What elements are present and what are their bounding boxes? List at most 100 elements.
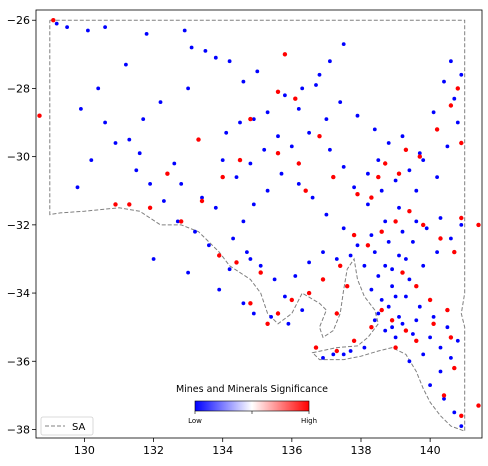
data-point xyxy=(265,321,270,326)
data-point xyxy=(400,321,405,326)
data-point xyxy=(127,202,132,207)
data-point xyxy=(366,171,370,176)
data-point xyxy=(162,199,166,203)
data-point xyxy=(248,161,253,166)
data-point xyxy=(431,110,436,115)
data-point xyxy=(393,335,398,340)
data-point xyxy=(459,72,464,77)
data-point xyxy=(328,147,332,152)
data-point xyxy=(438,369,443,374)
data-point xyxy=(348,253,353,258)
data-point xyxy=(213,55,218,60)
data-point xyxy=(144,32,149,36)
data-point xyxy=(376,311,381,316)
data-point xyxy=(390,284,394,289)
data-point xyxy=(275,311,281,316)
data-point xyxy=(258,270,263,275)
data-point xyxy=(251,311,256,316)
data-point xyxy=(445,307,450,313)
data-point xyxy=(386,240,391,244)
colorbar-gradient xyxy=(194,400,310,412)
data-point xyxy=(134,168,139,173)
colorbar-high-label: High xyxy=(301,417,317,425)
data-point xyxy=(449,236,453,241)
data-point xyxy=(403,328,409,333)
data-point xyxy=(151,257,156,261)
data-point xyxy=(476,403,481,408)
data-point xyxy=(431,321,436,326)
data-point xyxy=(397,253,401,258)
legend-label: SA xyxy=(72,422,86,433)
data-point xyxy=(293,96,298,101)
data-point xyxy=(404,294,408,299)
data-point xyxy=(147,205,153,210)
data-point xyxy=(455,338,460,343)
data-point xyxy=(286,321,291,326)
data-point xyxy=(352,185,356,190)
data-point xyxy=(248,301,253,306)
data-point xyxy=(400,270,405,275)
data-point xyxy=(182,28,187,33)
data-point xyxy=(300,308,305,312)
data-point xyxy=(203,49,208,53)
data-point xyxy=(296,107,301,111)
y-tick-label: −38 xyxy=(7,423,30,436)
data-point xyxy=(328,59,332,64)
data-point xyxy=(317,134,322,139)
data-point xyxy=(421,222,426,228)
data-point xyxy=(279,171,284,176)
data-point xyxy=(321,356,325,360)
data-point xyxy=(341,226,346,231)
data-point xyxy=(282,52,288,57)
data-point xyxy=(379,188,384,193)
data-point xyxy=(369,287,374,292)
data-point xyxy=(127,137,132,142)
data-point xyxy=(455,120,460,125)
data-point xyxy=(213,205,218,210)
data-point xyxy=(307,260,311,265)
data-point xyxy=(459,424,464,428)
data-point xyxy=(379,229,384,234)
data-point xyxy=(196,137,201,142)
data-point xyxy=(407,168,412,173)
data-point xyxy=(103,25,107,29)
data-point xyxy=(241,301,246,306)
y-tick-label: −26 xyxy=(7,14,30,27)
data-point xyxy=(376,158,381,163)
data-point xyxy=(428,335,432,340)
data-point xyxy=(334,311,339,316)
data-point xyxy=(407,277,412,282)
data-point xyxy=(366,202,370,207)
data-point xyxy=(407,359,412,364)
data-point xyxy=(372,250,377,255)
data-point xyxy=(421,158,426,163)
data-point xyxy=(237,157,243,163)
data-point xyxy=(65,25,69,29)
data-point xyxy=(54,21,59,26)
data-point xyxy=(303,188,308,193)
data-point xyxy=(421,263,426,268)
data-point xyxy=(275,89,281,95)
data-point xyxy=(158,100,163,104)
data-point xyxy=(241,219,246,224)
data-points xyxy=(37,18,481,428)
y-tick-label: −36 xyxy=(7,355,30,368)
data-point xyxy=(438,216,443,220)
data-point xyxy=(262,147,267,152)
data-point xyxy=(376,274,381,278)
data-point xyxy=(448,103,454,108)
data-point xyxy=(227,59,232,64)
data-point xyxy=(265,110,270,115)
data-point xyxy=(372,318,377,323)
data-point xyxy=(411,332,415,336)
data-point xyxy=(445,144,450,149)
data-point xyxy=(283,294,287,299)
data-point xyxy=(193,229,197,234)
data-point xyxy=(296,161,301,166)
data-point xyxy=(220,158,225,163)
data-point xyxy=(234,260,239,265)
data-point xyxy=(165,171,170,176)
data-point xyxy=(37,113,42,118)
data-point xyxy=(103,120,107,125)
